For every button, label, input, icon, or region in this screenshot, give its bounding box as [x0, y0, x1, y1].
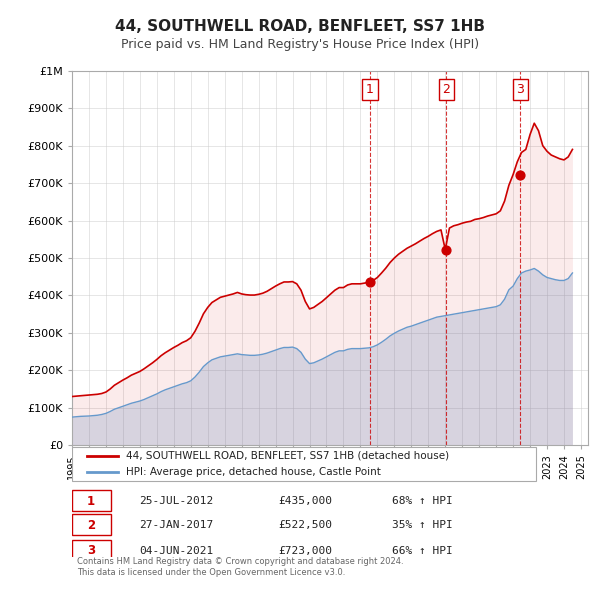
Text: £723,000: £723,000	[278, 546, 332, 556]
FancyBboxPatch shape	[72, 447, 536, 481]
Text: Price paid vs. HM Land Registry's House Price Index (HPI): Price paid vs. HM Land Registry's House …	[121, 38, 479, 51]
Text: 3: 3	[87, 544, 95, 557]
Point	[365, 278, 375, 287]
Text: 27-JAN-2017: 27-JAN-2017	[139, 520, 214, 530]
Text: 04-JUN-2021: 04-JUN-2021	[139, 546, 214, 556]
Text: £435,000: £435,000	[278, 496, 332, 506]
FancyBboxPatch shape	[72, 490, 110, 511]
Text: This data is licensed under the Open Government Licence v3.0.: This data is licensed under the Open Gov…	[77, 568, 346, 577]
FancyBboxPatch shape	[72, 539, 110, 560]
Text: HPI: Average price, detached house, Castle Point: HPI: Average price, detached house, Cast…	[126, 467, 381, 477]
Text: 44, SOUTHWELL ROAD, BENFLEET, SS7 1HB (detached house): 44, SOUTHWELL ROAD, BENFLEET, SS7 1HB (d…	[126, 451, 449, 461]
Text: 35% ↑ HPI: 35% ↑ HPI	[392, 520, 452, 530]
Point	[515, 170, 525, 179]
Text: 2: 2	[87, 519, 95, 532]
Text: £522,500: £522,500	[278, 520, 332, 530]
Text: 1: 1	[87, 494, 95, 507]
Text: 1: 1	[366, 83, 374, 96]
Text: 68% ↑ HPI: 68% ↑ HPI	[392, 496, 452, 506]
Text: 25-JUL-2012: 25-JUL-2012	[139, 496, 214, 506]
Text: 44, SOUTHWELL ROAD, BENFLEET, SS7 1HB: 44, SOUTHWELL ROAD, BENFLEET, SS7 1HB	[115, 19, 485, 34]
Point	[442, 245, 451, 254]
FancyBboxPatch shape	[72, 514, 110, 535]
Text: Contains HM Land Registry data © Crown copyright and database right 2024.: Contains HM Land Registry data © Crown c…	[77, 558, 404, 566]
Text: 3: 3	[517, 83, 524, 96]
Text: 2: 2	[443, 83, 451, 96]
Text: 66% ↑ HPI: 66% ↑ HPI	[392, 546, 452, 556]
